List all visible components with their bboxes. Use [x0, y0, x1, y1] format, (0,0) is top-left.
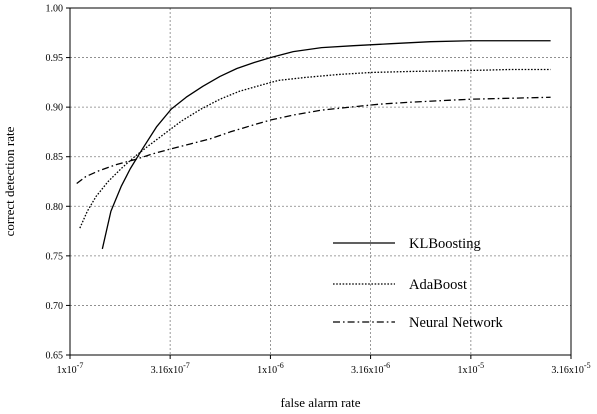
legend: KLBoosting AdaBoost Neural Network — [333, 236, 504, 331]
y-tick-label: 0.80 — [46, 202, 64, 213]
y-tick-label: 0.70 — [46, 301, 64, 312]
y-tick-label: 1.00 — [46, 4, 64, 15]
x-tick-label: 3.16x10-7 — [151, 361, 190, 376]
series-line-klboosting — [101, 40, 551, 250]
legend-label-neural-network: Neural Network — [409, 315, 504, 331]
y-tick-label: 0.65 — [46, 351, 64, 362]
y-tick-label: 0.75 — [46, 251, 64, 262]
ticks: 1x10-7 3.16x10-7 1x10-6 3.16x10-6 1x10-5 3.16… — [46, 4, 591, 377]
series-line-adaboost — [79, 68, 551, 229]
y-tick-label: 0.90 — [46, 103, 64, 114]
x-tick-label: 1x10-6 — [257, 361, 284, 376]
y-tick-label: 0.95 — [46, 53, 64, 64]
x-tick-label: 1x10-5 — [458, 361, 485, 376]
series-layer — [76, 40, 551, 250]
x-axis-label: false alarm rate — [280, 395, 360, 410]
y-tick-label: 0.85 — [46, 152, 64, 163]
legend-label-adaboost: AdaBoost — [409, 277, 467, 293]
x-tick-label: 3.16x10-6 — [351, 361, 390, 376]
x-tick-label: 1x10-7 — [57, 361, 84, 376]
x-tick-label: 3.16x10-5 — [551, 361, 590, 376]
grid — [70, 8, 571, 355]
y-axis-label: correct detection rate — [2, 126, 17, 236]
plot-frame — [69, 7, 572, 356]
legend-label-klboosting: KLBoosting — [409, 236, 481, 252]
series-line-neural-network — [76, 96, 551, 184]
